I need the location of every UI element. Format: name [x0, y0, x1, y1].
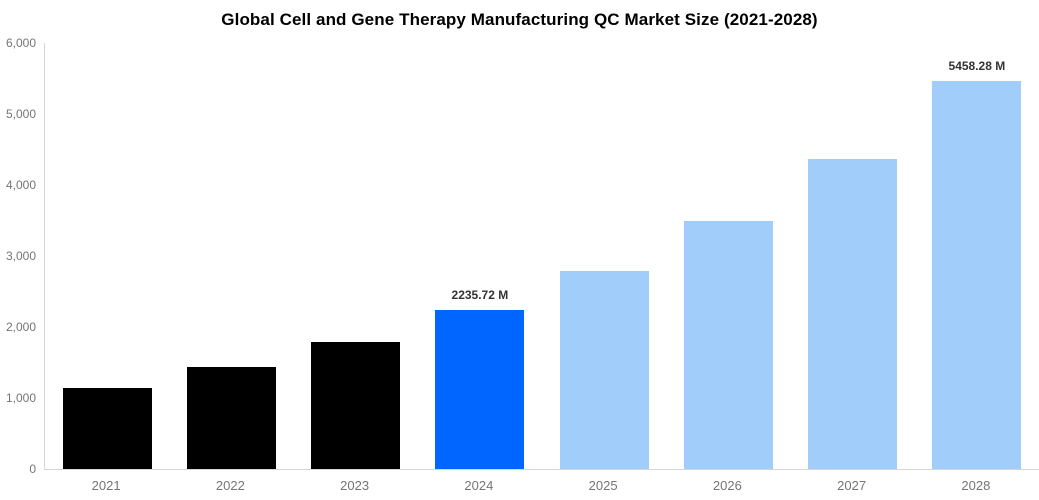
bar-2021	[62, 387, 152, 469]
x-tick-label-2028: 2028	[961, 478, 991, 493]
x-tick-label-2022: 2022	[215, 478, 245, 493]
y-tick-label-2000: 2,000	[5, 320, 36, 334]
bar-2023	[311, 342, 401, 469]
x-axis: 2021 2022 2023 2024 2025 2026 2027 2028	[44, 478, 1038, 496]
bar-2027	[808, 158, 898, 469]
x-tick-label-2021: 2021	[91, 478, 121, 493]
bar-2028	[932, 81, 1022, 469]
plot-area: 2235.72 M 5458.28 M	[44, 43, 1039, 470]
bar-2025	[559, 270, 649, 469]
x-tick-label-2024: 2024	[464, 478, 494, 493]
y-tick-label-5000: 5,000	[5, 107, 36, 121]
bar-2026	[683, 220, 773, 469]
x-tick-label-2026: 2026	[712, 478, 742, 493]
chart-title: Global Cell and Gene Therapy Manufacturi…	[221, 10, 818, 29]
y-axis: 0 1,000 2,000 3,000 4,000 5,000 6,000	[0, 36, 36, 476]
x-tick-label-2025: 2025	[588, 478, 618, 493]
y-tick-label-6000: 6,000	[5, 36, 36, 50]
value-label-2024: 2235.72 M	[451, 288, 509, 303]
y-tick-label-3000: 3,000	[5, 249, 36, 263]
x-tick-label-2027: 2027	[837, 478, 867, 493]
value-label-2028: 5458.28 M	[948, 59, 1006, 74]
x-tick-label-2023: 2023	[340, 478, 370, 493]
bar-2024	[435, 310, 525, 469]
y-tick-label-4000: 4,000	[5, 178, 36, 192]
y-tick-label-0: 0	[29, 462, 36, 476]
bar-2022	[186, 367, 276, 469]
y-tick-label-1000: 1,000	[5, 391, 36, 405]
